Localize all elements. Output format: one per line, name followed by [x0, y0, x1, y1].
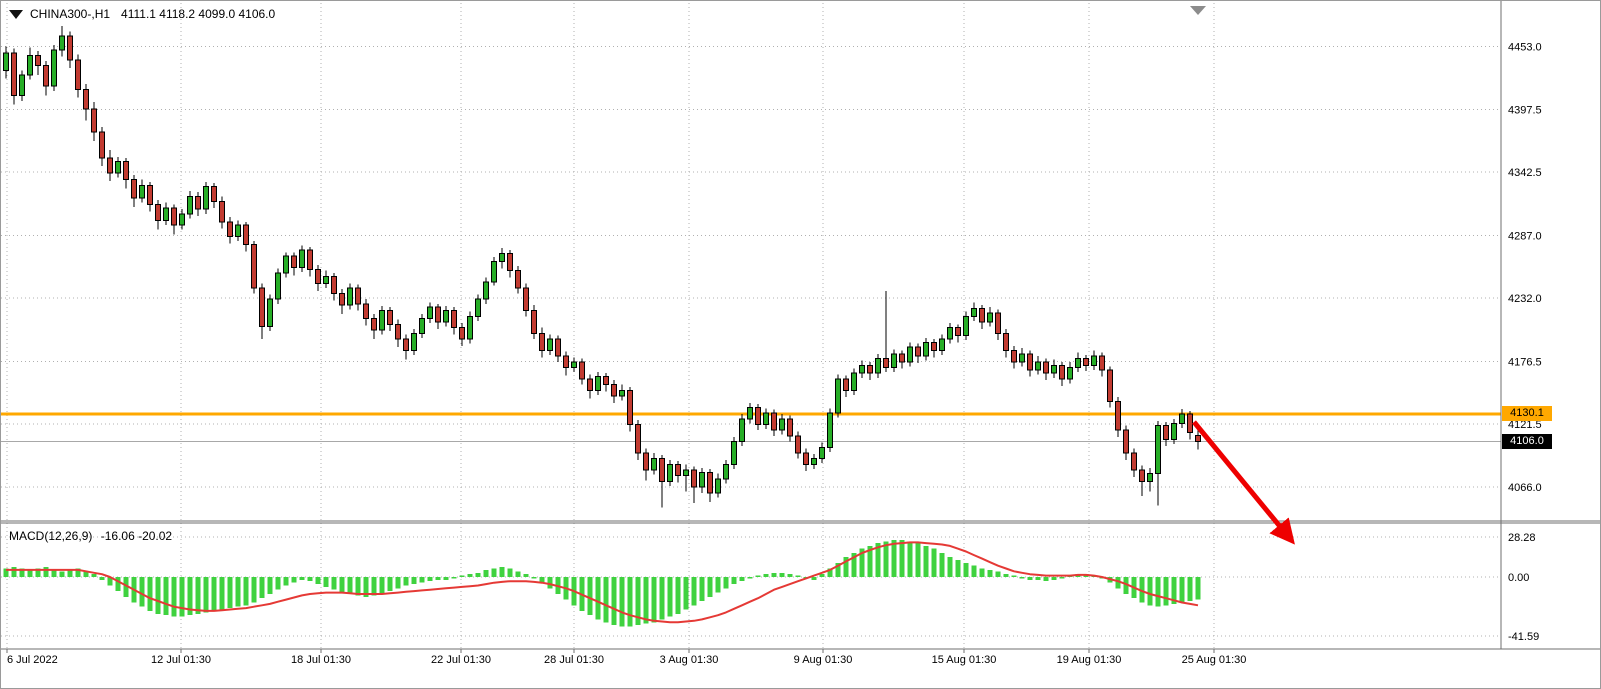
candlesticks[interactable] [3, 25, 1201, 508]
macd-name: MACD(12,26,9) [9, 529, 93, 543]
svg-text:25 Aug 01:30: 25 Aug 01:30 [1182, 654, 1247, 666]
svg-text:15 Aug 01:30: 15 Aug 01:30 [932, 654, 997, 666]
panel-borders [1, 1, 1600, 650]
bid-price-badge: 4106.0 [1502, 433, 1552, 449]
symbol-dropdown-icon[interactable] [9, 9, 23, 19]
price-scale-labels: 4453.0 4397.5 4342.5 4287.0 4232.0 4176.5 4121… [1508, 41, 1542, 642]
svg-text:0.00: 0.00 [1508, 572, 1529, 584]
svg-text:4232.0: 4232.0 [1508, 293, 1542, 305]
svg-text:28 Jul 01:30: 28 Jul 01:30 [544, 654, 604, 666]
hline-price-badge: 4130.1 [1502, 406, 1552, 422]
macd-values: -16.06 -20.02 [100, 529, 173, 543]
ohlc-values: 4111.1 4118.2 4099.0 4106.0 [121, 7, 276, 21]
trend-arrow[interactable] [1192, 420, 1295, 545]
svg-text:3 Aug 01:30: 3 Aug 01:30 [660, 654, 719, 666]
svg-text:22 Jul 01:30: 22 Jul 01:30 [431, 654, 491, 666]
svg-text:4066.0: 4066.0 [1508, 482, 1542, 494]
svg-text:4453.0: 4453.0 [1508, 41, 1542, 53]
svg-text:12 Jul 01:30: 12 Jul 01:30 [151, 654, 211, 666]
svg-text:9 Aug 01:30: 9 Aug 01:30 [794, 654, 853, 666]
svg-text:4176.5: 4176.5 [1508, 356, 1542, 368]
svg-text:18 Jul 01:30: 18 Jul 01:30 [291, 654, 351, 666]
svg-text:4121.5: 4121.5 [1508, 419, 1542, 431]
symbol-label: CHINA300-,H1 [30, 7, 111, 21]
svg-text:4342.5: 4342.5 [1508, 167, 1542, 179]
svg-text:28.28: 28.28 [1508, 532, 1536, 544]
chart-top-marker-icon [1190, 6, 1206, 15]
svg-text:4287.0: 4287.0 [1508, 230, 1542, 242]
svg-text:19 Aug 01:30: 19 Aug 01:30 [1057, 654, 1122, 666]
chart-title: CHINA300-,H1 4111.1 4118.2 4099.0 4106.0 [9, 7, 275, 21]
time-axis-labels: 6 Jul 2022 12 Jul 01:30 18 Jul 01:30 22 Jul… [6, 649, 1247, 666]
macd-histogram [3, 540, 1201, 627]
svg-text:6 Jul 2022: 6 Jul 2022 [7, 654, 58, 666]
macd-indicator-label: MACD(12,26,9) -16.06 -20.02 [9, 529, 172, 543]
macd-signal-line [6, 541, 1199, 624]
grid-lines [1, 3, 1501, 649]
svg-text:4397.5: 4397.5 [1508, 105, 1542, 117]
svg-text:-41.59: -41.59 [1508, 631, 1539, 643]
